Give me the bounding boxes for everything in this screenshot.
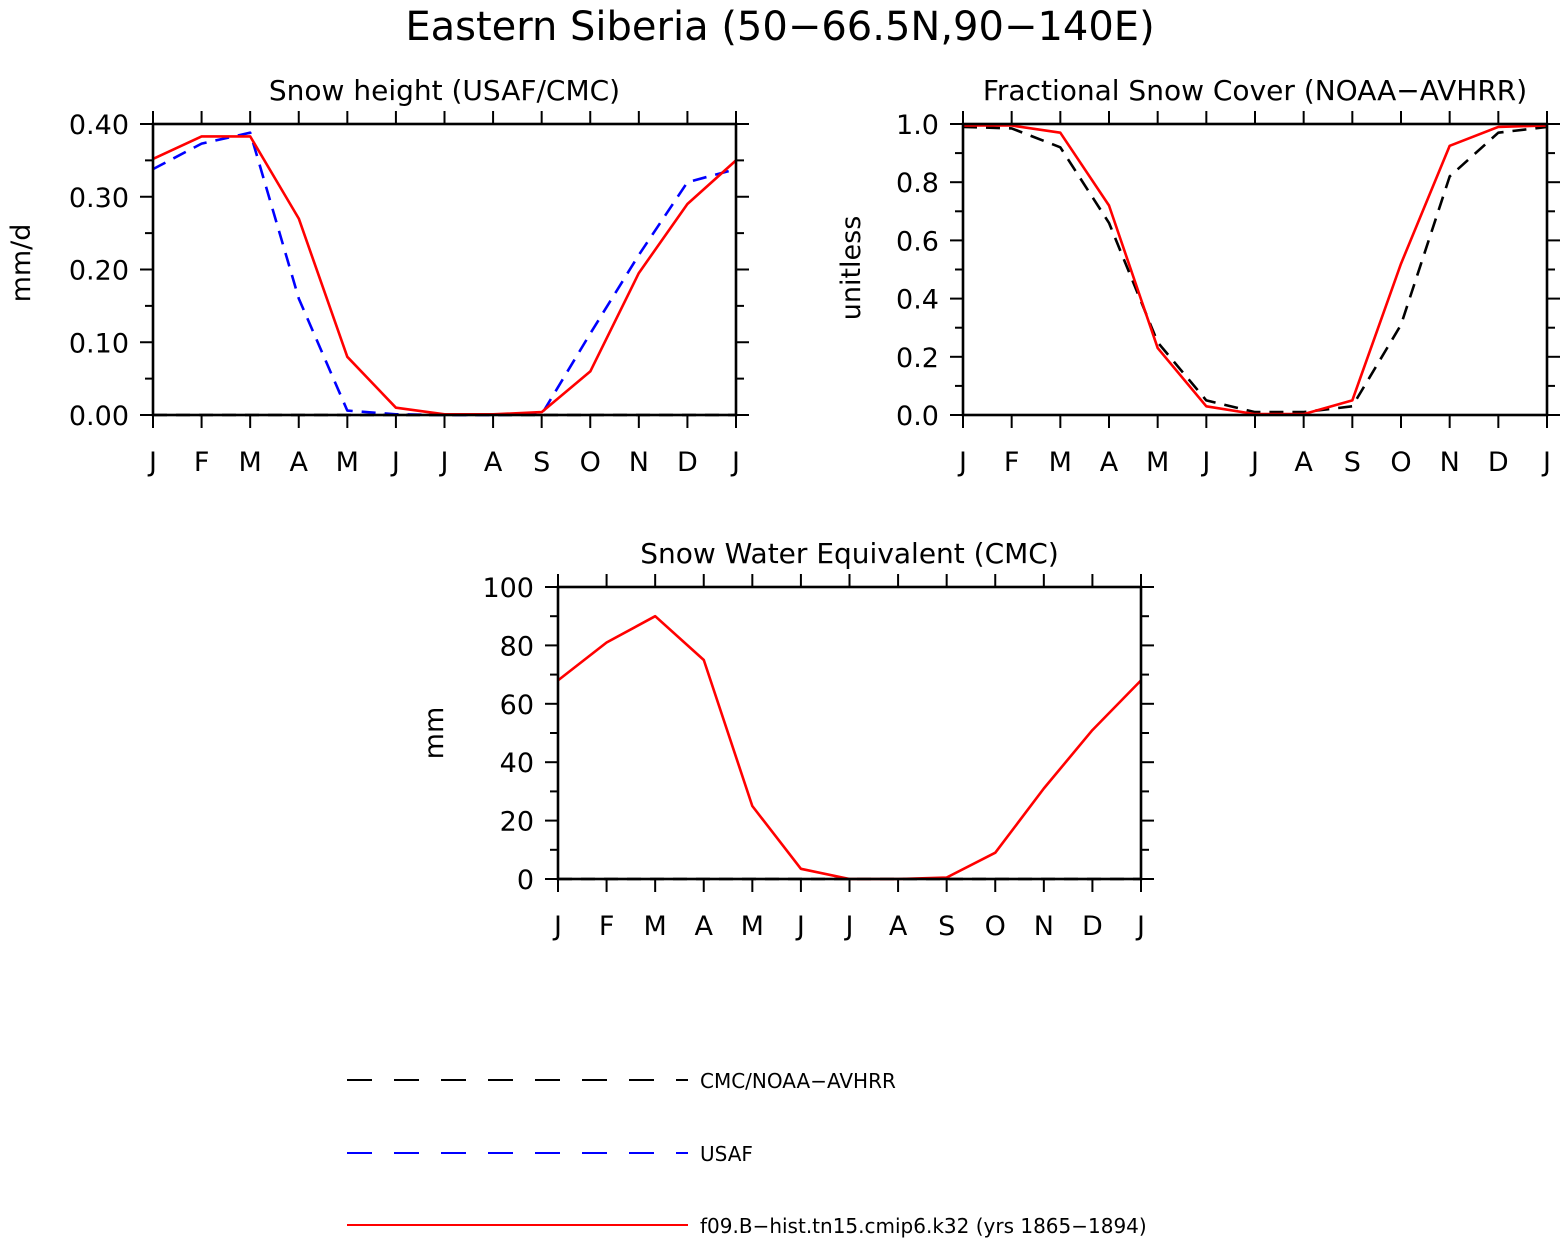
plot-frame [556,585,1143,881]
x-tick-label: M [741,911,764,942]
y-tick-label: 0 [517,865,534,896]
x-tick-label: O [985,911,1006,942]
plot-frame [151,122,738,417]
x-tick-label: J [1135,911,1145,942]
series-line-0 [962,125,1548,414]
panel-title: Fractional Snow Cover (NOAA−AVHRR) [983,74,1527,107]
x-tick-label: J [439,447,449,478]
y-tick-label: 40 [500,748,534,779]
x-tick-label: J [147,447,157,478]
x-tick-label: J [957,447,967,478]
x-tick-label: J [390,447,400,478]
y-tick-label: 80 [500,631,534,662]
x-tick-label: J [844,911,854,942]
y-tick-label: 100 [482,573,534,604]
legend-item-1: USAF [347,1142,753,1166]
x-tick-label: A [484,447,503,478]
legend-label: USAF [700,1142,753,1166]
x-tick-label: S [533,447,550,478]
series-line-1 [152,131,737,417]
y-tick-label: 0.4 [896,285,939,316]
x-tick-label: A [695,911,714,942]
y-tick-label: 0.20 [69,256,129,287]
y-tick-label: 0.0 [896,401,939,432]
x-tick-label: A [1100,447,1119,478]
x-tick-label: A [1294,447,1313,478]
x-tick-label: D [677,447,698,478]
x-tick-label: M [1146,447,1169,478]
legend-label: f09.B−hist.tn15.cmip6.k32 (yrs 1865−1894… [700,1214,1147,1238]
figure-title: Eastern Siberia (50−66.5N,90−140E) [405,4,1154,50]
panel-title: Snow Water Equivalent (CMC) [640,537,1059,570]
y-tick-label: 0.40 [69,110,129,141]
y-tick-label: 0.8 [896,168,939,199]
y-tick-label: 0.10 [69,328,129,359]
x-tick-label: O [580,447,601,478]
y-tick-label: 1.0 [896,110,939,141]
legend: CMC/NOAA−AVHRR USAF f09.B−hist.tn15.cmip6.… [347,1069,1147,1238]
y-axis-label: mm [419,707,450,760]
x-tick-label: J [1249,447,1259,478]
x-tick-label: N [1034,911,1054,942]
y-tick-label: 0.2 [896,343,939,374]
x-tick-label: J [552,911,562,942]
x-tick-label: F [1004,447,1020,478]
y-tick-label: 60 [500,690,534,721]
legend-item-2: f09.B−hist.tn15.cmip6.k32 (yrs 1865−1894… [347,1214,1147,1238]
panel-title: Snow height (USAF/CMC) [269,74,620,107]
x-tick-label: F [599,911,615,942]
x-tick-label: A [290,447,309,478]
y-tick-label: 20 [500,807,534,838]
chart-panels: Snow height (USAF/CMC)mm/dJ F M A M J J A S O N D J0… [6,74,1560,942]
legend-item-0: CMC/NOAA−AVHRR [347,1069,896,1093]
series-line-1 [557,614,1142,881]
x-tick-label: O [1390,447,1411,478]
x-tick-label: D [1488,447,1509,478]
x-tick-label: N [1440,447,1460,478]
x-tick-label: J [795,911,805,942]
snow-height-panel: Snow height (USAF/CMC)mm/dJ F M A M J J A S O N D J0… [6,74,749,478]
x-tick-label: J [730,447,740,478]
x-tick-label: M [336,447,359,478]
x-tick-label: D [1082,911,1103,942]
x-tick-label: F [194,447,210,478]
y-axis-label: mm/d [6,224,37,303]
series-line-2 [152,135,737,416]
x-tick-label: A [889,911,908,942]
x-tick-label: M [644,911,667,942]
x-tick-label: S [1344,447,1361,478]
x-tick-label: J [1541,447,1551,478]
legend-label: CMC/NOAA−AVHRR [700,1069,896,1093]
y-tick-label: 0.00 [69,401,129,432]
x-tick-label: M [239,447,262,478]
y-tick-label: 0.6 [896,226,939,257]
x-tick-label: N [629,447,649,478]
x-tick-label: S [938,911,955,942]
x-tick-label: J [1200,447,1210,478]
y-tick-label: 0.30 [69,183,129,214]
snow-water-equivalent-panel: Snow Water Equivalent (CMC)mmJ F M A M J J A S O N… [419,537,1154,942]
y-axis-label: unitless [836,216,867,321]
fractional-snow-cover-panel: Fractional Snow Cover (NOAA−AVHRR) unitle… [836,74,1560,478]
x-tick-label: M [1049,447,1072,478]
